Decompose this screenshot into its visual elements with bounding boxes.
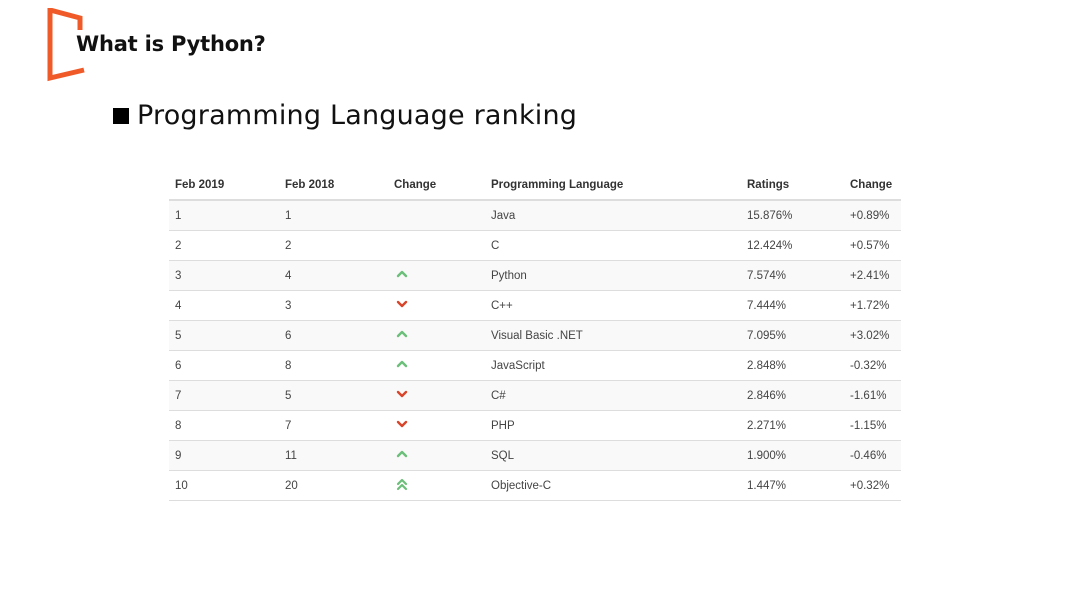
change-cell: -0.32% [844, 350, 901, 381]
subtitle: Programming Language ranking [137, 100, 578, 131]
trend-cell [388, 290, 485, 321]
rank-2018-cell: 4 [279, 260, 388, 291]
square-bullet-icon [113, 107, 129, 124]
language-cell: C [485, 230, 741, 261]
rating-cell: 1.900% [741, 440, 844, 471]
rank-2019-cell: 1 [169, 200, 279, 231]
rank-2019-cell: 8 [169, 410, 279, 441]
table-row: 8 7 PHP 2.271% -1.15% [169, 410, 901, 441]
table-row: 9 11 SQL 1.900% -0.46% [169, 440, 901, 471]
language-cell: C# [485, 380, 741, 411]
chevron-up-icon [394, 269, 408, 279]
rank-2019-cell: 10 [169, 470, 279, 501]
column-header: Feb 2018 [279, 170, 388, 201]
rank-2019-cell: 5 [169, 320, 279, 351]
trend-cell [388, 440, 485, 471]
chevron-down-icon [394, 419, 408, 429]
rank-2019-cell: 2 [169, 230, 279, 261]
rating-cell: 7.574% [741, 260, 844, 291]
language-cell: JavaScript [485, 350, 741, 381]
rank-2018-cell: 6 [279, 320, 388, 351]
trend-cell [388, 380, 485, 411]
chevron-up-icon [394, 449, 408, 459]
trend-cell [388, 200, 485, 231]
rating-cell: 7.444% [741, 290, 844, 321]
language-cell: Python [485, 260, 741, 291]
change-cell: -1.61% [844, 380, 901, 411]
rank-2018-cell: 5 [279, 380, 388, 411]
double-chevron-up-icon [394, 477, 408, 491]
table-row: 4 3 C++ 7.444% +1.72% [169, 290, 901, 321]
rank-2019-cell: 6 [169, 350, 279, 381]
language-cell: Objective-C [485, 470, 741, 501]
rank-2019-cell: 4 [169, 290, 279, 321]
rating-cell: 7.095% [741, 320, 844, 351]
rank-2019-cell: 9 [169, 440, 279, 471]
change-cell: -1.15% [844, 410, 901, 441]
rating-cell: 12.424% [741, 230, 844, 261]
column-header: Change [844, 170, 901, 201]
trend-cell [388, 230, 485, 261]
change-cell: -0.46% [844, 440, 901, 471]
change-cell: +0.89% [844, 200, 901, 231]
trend-cell [388, 320, 485, 351]
language-cell: SQL [485, 440, 741, 471]
change-cell: +3.02% [844, 320, 901, 351]
rank-2018-cell: 3 [279, 290, 388, 321]
slide-title: What is Python? [76, 32, 266, 56]
trend-cell [388, 410, 485, 441]
table-row: 6 8 JavaScript 2.848% -0.32% [169, 350, 901, 381]
table-row: 10 20 Objective-C 1.447% +0.32% [169, 470, 901, 501]
rank-2018-cell: 11 [279, 440, 388, 471]
language-cell: Java [485, 200, 741, 231]
table-row: 7 5 C# 2.846% -1.61% [169, 380, 901, 411]
table-row: 2 2 C 12.424% +0.57% [169, 230, 901, 261]
rating-cell: 2.846% [741, 380, 844, 411]
column-header: Feb 2019 [169, 170, 279, 201]
rank-2018-cell: 8 [279, 350, 388, 381]
language-cell: Visual Basic .NET [485, 320, 741, 351]
table-row: 3 4 Python 7.574% +2.41% [169, 260, 901, 291]
trend-cell [388, 350, 485, 381]
column-header: Ratings [741, 170, 844, 201]
change-cell: +0.57% [844, 230, 901, 261]
rank-2018-cell: 2 [279, 230, 388, 261]
trend-cell [388, 260, 485, 291]
chevron-down-icon [394, 299, 408, 309]
chevron-up-icon [394, 359, 408, 369]
change-cell: +2.41% [844, 260, 901, 291]
language-cell: C++ [485, 290, 741, 321]
rating-cell: 2.848% [741, 350, 844, 381]
ranking-table: Feb 2019 Feb 2018 Change Programming Lan… [169, 170, 901, 501]
rating-cell: 2.271% [741, 410, 844, 441]
trend-cell [388, 470, 485, 501]
rating-cell: 15.876% [741, 200, 844, 231]
rank-2019-cell: 3 [169, 260, 279, 291]
rank-2018-cell: 7 [279, 410, 388, 441]
subtitle-row: Programming Language ranking [113, 100, 577, 131]
rank-2018-cell: 1 [279, 200, 388, 231]
language-cell: PHP [485, 410, 741, 441]
column-header: Programming Language [485, 170, 741, 201]
rank-2018-cell: 20 [279, 470, 388, 501]
change-cell: +0.32% [844, 470, 901, 501]
table-header-row: Feb 2019 Feb 2018 Change Programming Lan… [169, 170, 901, 201]
bracket-logo-icon [47, 8, 85, 82]
chevron-up-icon [394, 329, 408, 339]
table-row: 5 6 Visual Basic .NET 7.095% +3.02% [169, 320, 901, 351]
chevron-down-icon [394, 389, 408, 399]
column-header: Change [388, 170, 485, 201]
table-row: 1 1 Java 15.876% +0.89% [169, 200, 901, 231]
rank-2019-cell: 7 [169, 380, 279, 411]
change-cell: +1.72% [844, 290, 901, 321]
rating-cell: 1.447% [741, 470, 844, 501]
